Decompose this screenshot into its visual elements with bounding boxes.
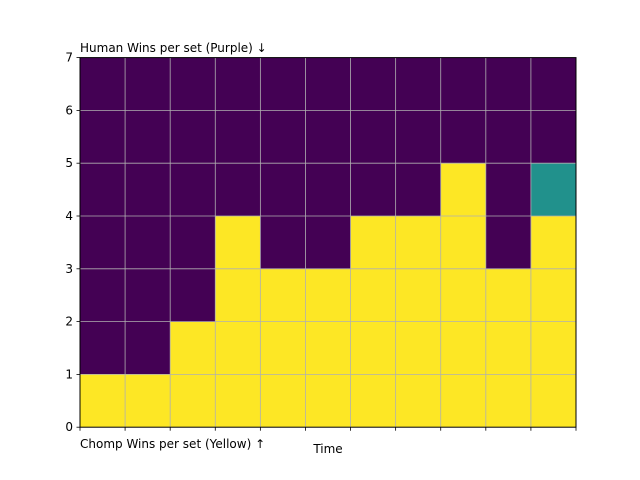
cell-human-col-4 (215, 57, 261, 216)
y-tick-label: 6 (65, 103, 73, 117)
y-tick-label: 7 (65, 51, 73, 65)
heatmap-cells (80, 57, 576, 428)
cell-human-col-7 (350, 57, 396, 216)
y-tick-label: 3 (65, 262, 73, 276)
bottom-label-chomp-wins: Chomp Wins per set (Yellow) ↑ (80, 437, 265, 451)
axis-ticks: 0 1 2 3 4 5 6 7 (65, 51, 577, 434)
cell-chomp-col-2 (125, 374, 171, 428)
chart-title-human-wins: Human Wins per set (Purple) ↓ (80, 41, 267, 55)
cell-human-col-8 (395, 57, 441, 216)
y-tick-label: 2 (65, 315, 73, 329)
x-axis-label: Time (312, 442, 342, 456)
cell-teal-col-11 (530, 163, 576, 216)
cell-chomp-col-5 (260, 268, 306, 428)
cell-chomp-col-10 (485, 268, 531, 428)
cell-chomp-col-1 (80, 374, 126, 428)
cell-human-col-3 (170, 57, 216, 322)
y-tick-label: 4 (65, 209, 73, 223)
y-tick-label: 5 (65, 156, 73, 170)
grid-lines (80, 57, 576, 428)
y-tick-label: 0 (65, 420, 73, 434)
cell-chomp-col-9 (440, 163, 486, 428)
cell-chomp-col-6 (305, 268, 351, 428)
y-tick-label: 1 (65, 367, 73, 381)
plot-frame (79, 57, 577, 428)
